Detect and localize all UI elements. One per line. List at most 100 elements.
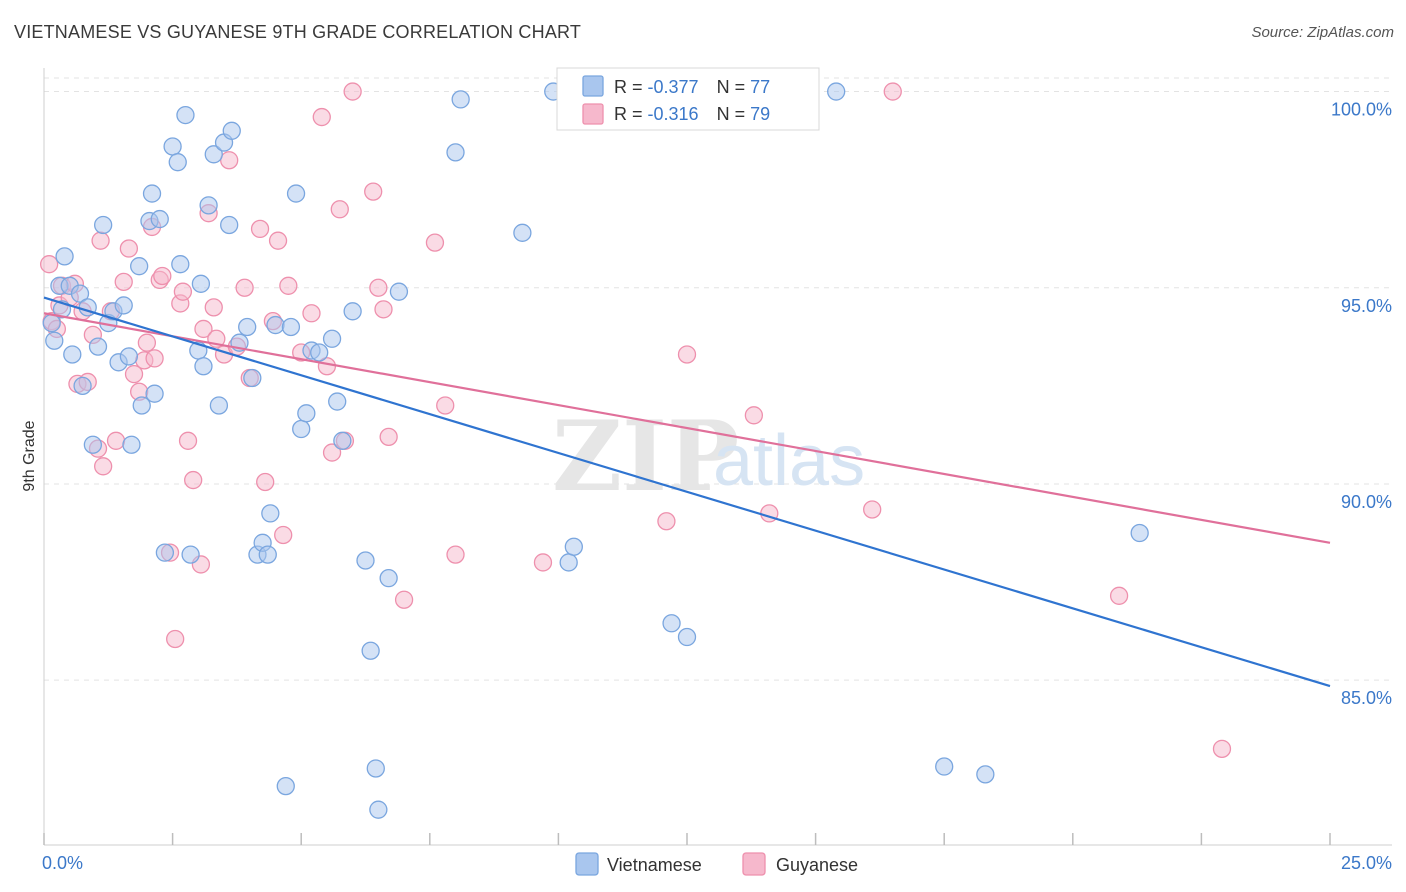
guyanese-point — [863, 500, 882, 519]
vietnamese-point — [343, 302, 362, 321]
guyanese-point — [369, 278, 388, 297]
vietnamese-point — [310, 343, 329, 362]
legend-swatch-guyanese — [582, 103, 604, 125]
vietnamese-point — [451, 90, 470, 109]
legend-label-vietnamese: Vietnamese — [607, 855, 702, 875]
r-value-vietnamese: -0.377 — [648, 77, 699, 97]
vietnamese-point — [55, 247, 74, 266]
vietnamese-point — [130, 257, 149, 276]
vietnamese-point — [119, 347, 139, 366]
guyanese-point — [235, 278, 254, 297]
vietnamese-point — [94, 215, 113, 235]
y-tick-label: 100.0% — [1331, 100, 1392, 120]
guyanese-point — [166, 629, 185, 649]
guyanese-point — [330, 200, 349, 219]
vietnamese-trend-line — [43, 296, 1331, 688]
guyanese-point — [153, 266, 172, 286]
trend-lines — [43, 296, 1331, 688]
guyanese-point — [533, 553, 553, 572]
vietnamese-point — [45, 331, 64, 350]
vietnamese-point — [122, 435, 141, 454]
guyanese-point — [106, 431, 126, 450]
y-tick-label: 90.0% — [1341, 492, 1392, 512]
guyanese-points — [39, 82, 1232, 759]
guyanese-point — [194, 319, 213, 339]
guyanese-point — [883, 82, 902, 101]
guyanese-point — [119, 239, 139, 258]
guyanese-point — [436, 396, 455, 415]
vietnamese-point — [238, 317, 257, 337]
guyanese-point — [274, 525, 293, 545]
x-tick-label-max: 25.0% — [1341, 853, 1392, 873]
stats-legend: R = -0.377 N = 77 R = -0.316 N = 79 — [556, 67, 820, 131]
vietnamese-point — [297, 404, 316, 423]
vietnamese-point — [150, 209, 169, 229]
guyanese-point — [137, 333, 157, 352]
legend-bottom-swatch-vietnamese — [575, 852, 599, 876]
vietnamese-point — [379, 569, 398, 588]
vietnamese-point — [446, 143, 465, 162]
vietnamese-point — [322, 329, 342, 348]
guyanese-point — [343, 82, 362, 101]
legend-label-guyanese: Guyanese — [776, 855, 858, 875]
vietnamese-point — [261, 504, 280, 523]
vietnamese-point — [132, 396, 151, 415]
guyanese-point — [394, 590, 414, 609]
vietnamese-point — [88, 337, 108, 356]
vietnamese-point — [220, 215, 239, 235]
vietnamese-point — [564, 537, 583, 556]
vietnamese-point — [168, 153, 187, 172]
vietnamese-point — [191, 274, 211, 293]
guyanese-point — [1212, 739, 1232, 759]
chart-title: VIETNAMESE VS GUYANESE 9TH GRADE CORRELA… — [14, 22, 582, 42]
vietnamese-point — [222, 121, 241, 140]
guyanese-point — [204, 298, 223, 317]
guyanese-trend-line — [43, 312, 1331, 544]
vietnamese-point — [142, 184, 162, 203]
guyanese-point — [322, 443, 342, 462]
guyanese-point — [256, 472, 275, 492]
guyanese-point — [364, 182, 383, 201]
guyanese-point — [425, 233, 445, 252]
vietnamese-point — [243, 368, 262, 388]
legend-stats-vietnamese: R = -0.377 N = 77 — [614, 77, 770, 97]
n-label-vietnamese: N = — [717, 77, 751, 97]
vietnamese-point — [286, 184, 306, 203]
guyanese-point — [677, 345, 697, 364]
guyanese-point — [374, 300, 393, 319]
legend-bottom-swatch-guyanese — [742, 852, 766, 876]
vietnamese-point — [171, 255, 190, 274]
vietnamese-point — [63, 345, 82, 364]
vietnamese-point — [145, 384, 164, 403]
vietnamese-point — [266, 315, 285, 335]
vietnamese-point — [73, 376, 92, 396]
guyanese-point — [279, 276, 298, 295]
vietnamese-point — [83, 435, 103, 454]
vietnamese-point — [1130, 523, 1149, 543]
n-label-guyanese: N = — [717, 104, 751, 124]
vietnamese-points — [42, 82, 1149, 819]
vietnamese-point — [114, 296, 133, 315]
legend-swatch-vietnamese — [582, 75, 604, 97]
n-value-vietnamese: 77 — [750, 77, 770, 97]
vietnamese-point — [333, 431, 352, 450]
vietnamese-point — [361, 641, 380, 660]
y-tick-labels: 85.0% 90.0% 95.0% 100.0% — [1331, 100, 1392, 709]
vietnamese-point — [204, 145, 223, 164]
vietnamese-point — [366, 759, 385, 778]
vietnamese-point — [258, 545, 277, 564]
vietnamese-point — [935, 757, 954, 776]
r-label-guyanese: R = — [614, 104, 648, 124]
guyanese-point — [268, 231, 288, 250]
vietnamese-point — [176, 105, 195, 125]
x-ticks — [43, 833, 1331, 845]
guyanese-point — [94, 457, 113, 476]
guyanese-point — [312, 107, 331, 127]
vietnamese-point — [389, 282, 409, 301]
guyanese-point — [1109, 586, 1129, 605]
vietnamese-point — [70, 284, 90, 303]
series-legend: Vietnamese Guyanese — [575, 852, 858, 876]
watermark: ZIP atlas — [552, 400, 865, 513]
x-tick-label-min: 0.0% — [42, 853, 83, 873]
